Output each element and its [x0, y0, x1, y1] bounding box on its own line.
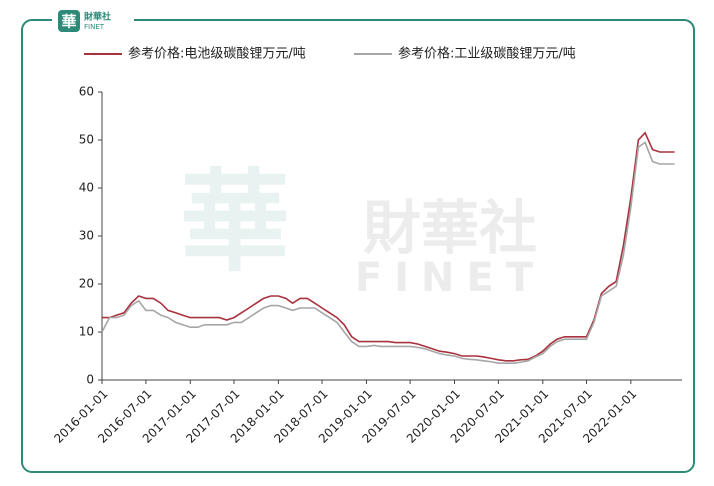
- y-tick-label: 40: [79, 181, 94, 195]
- y-tick-label: 0: [86, 373, 94, 387]
- watermark-name-en: FINET: [355, 255, 545, 301]
- series-line: [101, 141, 675, 364]
- series-line: [102, 131, 675, 362]
- logo-name: 財華社: [83, 11, 111, 23]
- logo-char: 華: [61, 13, 76, 31]
- watermark-name: 財華社: [363, 194, 537, 262]
- y-tick-label: 30: [79, 229, 94, 243]
- legend-label: 参考价格:电池级碳酸锂万元/吨: [128, 46, 306, 62]
- logo-box: [58, 10, 80, 32]
- watermark-char: 華: [180, 158, 290, 286]
- y-tick-label: 10: [79, 325, 94, 339]
- y-tick-label: 50: [79, 133, 94, 147]
- y-tick-label: 60: [79, 85, 94, 99]
- frame: [21, 19, 695, 473]
- legend-label: 参考价格:工业级碳酸锂万元/吨: [398, 46, 576, 62]
- logo-name-en: FINET: [84, 23, 105, 31]
- y-tick-label: 20: [79, 277, 94, 291]
